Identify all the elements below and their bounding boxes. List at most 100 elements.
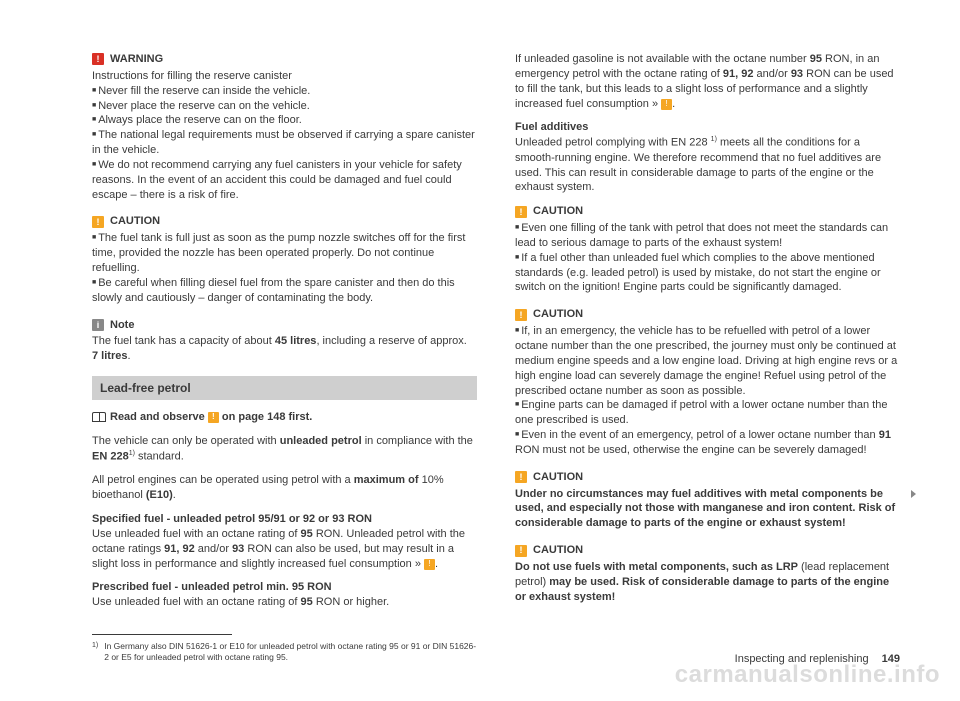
warning-body: Instructions for filling the reserve can… (92, 69, 477, 203)
paragraph-heading: Prescribed fuel - unleaded petrol min. 9… (92, 580, 477, 595)
caution-title: CAUTION (110, 214, 160, 229)
text: in compliance with the (362, 435, 473, 447)
text-bold: 93 (791, 68, 803, 80)
caution-icon: ! (515, 545, 527, 557)
text-bold: EN 228 (92, 451, 129, 463)
caution-body: If, in an emergency, the vehicle has to … (515, 324, 900, 458)
left-column: ! WARNING Instructions for filling the r… (92, 52, 477, 663)
text-bold: 95 (301, 528, 313, 540)
text-bold: 91 (879, 429, 891, 441)
text-bold: maximum of (354, 474, 419, 486)
note-bold: 45 litres (275, 335, 317, 347)
paragraph-heading: Specified fuel - unleaded petrol 95/91 o… (92, 512, 477, 527)
text: standard. (135, 451, 184, 463)
caution-icon: ! (515, 206, 527, 218)
text-bold: (E10) (146, 489, 173, 501)
note-header: i Note (92, 318, 477, 333)
text: If unleaded gasoline is not available wi… (515, 53, 810, 65)
read-observe-line: Read and observe ! on page 148 first. (92, 410, 477, 425)
note-body: The fuel tank has a capacity of about 45… (92, 334, 477, 364)
caution-header: ! CAUTION (92, 214, 477, 229)
paragraph: Use unleaded fuel with an octane rating … (92, 527, 477, 572)
watermark: carmanualsonline.info (675, 661, 940, 689)
right-column: If unleaded gasoline is not available wi… (515, 52, 900, 663)
caution-header: ! CAUTION (515, 307, 900, 322)
caution-icon: ! (92, 216, 104, 228)
text: RON or higher. (313, 596, 389, 608)
warning-title: WARNING (110, 52, 163, 67)
text: and/or (754, 68, 791, 80)
book-icon (92, 412, 106, 422)
warning-header: ! WARNING (92, 52, 477, 67)
text: Even in the event of an emergency, petro… (521, 429, 879, 441)
footnote-text: In Germany also DIN 51626-1 or E10 for u… (104, 641, 477, 663)
caution-bullet: The fuel tank is full just as soon as th… (92, 231, 477, 276)
caution-header: ! CAUTION (515, 204, 900, 219)
text: and/or (195, 543, 232, 555)
warning-icon: ! (92, 53, 104, 65)
caution-inline-icon: ! (424, 559, 435, 570)
text-bold: unleaded petrol (280, 435, 362, 447)
caution-title: CAUTION (533, 204, 583, 219)
caution-bullet: Engine parts can be damaged if petrol wi… (515, 398, 900, 428)
caution-bullet: Even in the event of an emergency, petro… (515, 428, 900, 458)
caution-header: ! CAUTION (515, 543, 900, 558)
text: All petrol engines can be operated using… (92, 474, 354, 486)
caution-body: Do not use fuels with metal components, … (515, 560, 900, 605)
note-text: , including a reserve of approx. (316, 335, 466, 347)
text-bold: 95 (810, 53, 822, 65)
caution-icon: ! (515, 309, 527, 321)
paragraph: If unleaded gasoline is not available wi… (515, 52, 900, 111)
text: Use unleaded fuel with an octane rating … (92, 528, 301, 540)
text: The vehicle can only be operated with (92, 435, 280, 447)
warning-bullet: Always place the reserve can on the floo… (92, 113, 477, 128)
caution-title: CAUTION (533, 307, 583, 322)
caution-bullet: Be careful when filling diesel fuel from… (92, 276, 477, 306)
text-bold: 91, 92 (164, 543, 195, 555)
caution-body: The fuel tank is full just as soon as th… (92, 231, 477, 305)
continuation-marker-icon (911, 490, 916, 498)
manual-page: ! WARNING Instructions for filling the r… (0, 0, 960, 701)
caution-title: CAUTION (533, 470, 583, 485)
paragraph: All petrol engines can be operated using… (92, 473, 477, 503)
footnote-rule (92, 634, 232, 635)
caution-inline-icon: ! (208, 412, 219, 423)
read-post: on page 148 first. (219, 411, 313, 423)
warning-intro: Instructions for filling the reserve can… (92, 69, 477, 84)
text: Use unleaded fuel with an octane rating … (92, 596, 301, 608)
caution-bullet: If a fuel other than unleaded fuel which… (515, 251, 900, 296)
paragraph: Use unleaded fuel with an octane rating … (92, 595, 477, 610)
caution-icon: ! (515, 471, 527, 483)
caution-bullet: If, in an emergency, the vehicle has to … (515, 324, 900, 398)
note-icon: i (92, 319, 104, 331)
warning-bullet: Never fill the reserve can inside the ve… (92, 84, 477, 99)
text: Unleaded petrol complying with EN 228 (515, 137, 711, 149)
footnote-number: 1) (92, 641, 98, 663)
text-bold: 93 (232, 543, 244, 555)
text-bold: may be used. Risk of considerable damage… (515, 576, 889, 603)
text-bold: 91, 92 (723, 68, 754, 80)
paragraph: The vehicle can only be operated with un… (92, 434, 477, 464)
caution-title: CAUTION (533, 543, 583, 558)
note-text: The fuel tank has a capacity of about (92, 335, 275, 347)
warning-bullet: We do not recommend carrying any fuel ca… (92, 158, 477, 203)
text-bold: Do not use fuels with metal components, … (515, 561, 798, 573)
warning-bullet: Never place the reserve can on the vehic… (92, 99, 477, 114)
caution-header: ! CAUTION (515, 470, 900, 485)
warning-bullet: The national legal requirements must be … (92, 128, 477, 158)
text-bold: 95 (301, 596, 313, 608)
note-title: Note (110, 318, 134, 333)
caution-inline-icon: ! (661, 99, 672, 110)
text: . (173, 489, 176, 501)
caution-body: Even one filling of the tank with petrol… (515, 221, 900, 295)
note-text: . (127, 350, 130, 362)
caution-bullet: Even one filling of the tank with petrol… (515, 221, 900, 251)
caution-body: Under no circumstances may fuel additive… (515, 487, 900, 532)
section-header: Lead-free petrol (92, 376, 477, 400)
paragraph: Unleaded petrol complying with EN 228 1)… (515, 135, 900, 195)
paragraph-heading: Fuel additives (515, 120, 900, 135)
read-pre: Read and observe (110, 411, 208, 423)
footnote: 1) In Germany also DIN 51626-1 or E10 fo… (92, 641, 477, 663)
note-bold: 7 litres (92, 350, 127, 362)
text: RON must not be used, otherwise the engi… (515, 444, 867, 456)
